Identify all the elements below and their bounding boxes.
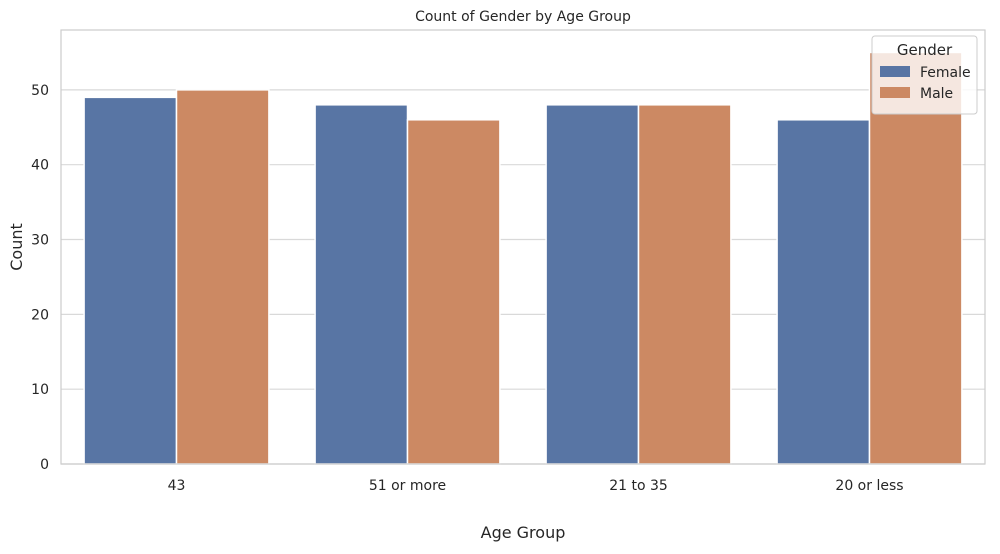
chart-title: Count of Gender by Age Group [415,9,631,25]
bar-male [175,89,270,465]
x-axis-label: Age Group [481,523,566,542]
x-tick-labels: 43 51 or more 21 to 35 20 or less [168,478,904,494]
x-tick-label: 20 or less [835,478,903,494]
bars-layer [83,51,963,465]
y-tick-label: 30 [31,233,49,249]
x-tick-label: 21 to 35 [609,478,668,494]
legend-items: Female Male [880,65,971,102]
bar-female [83,96,178,465]
bar-male [637,104,732,465]
y-tick-label: 10 [31,382,49,398]
legend: Gender Female Male [871,35,978,115]
legend-title: Gender [897,41,953,59]
legend-swatch-female [880,66,910,77]
bar-male [406,119,501,465]
bar-female [545,104,640,465]
legend-label-male: Male [920,86,953,102]
y-axis-label: Count [7,223,26,271]
y-tick-labels: 0 10 20 30 40 50 [31,83,49,473]
x-tick-label: 51 or more [369,478,446,494]
plot-frame [60,29,986,465]
y-tick-label: 0 [40,457,49,473]
legend-label-female: Female [920,65,971,81]
x-tick-label: 43 [168,478,186,494]
bar-female [776,119,871,465]
y-tick-label: 40 [31,158,49,174]
y-tick-label: 20 [31,307,49,323]
bar-female [314,104,409,465]
legend-swatch-male [880,87,910,98]
y-tick-label: 50 [31,83,49,99]
